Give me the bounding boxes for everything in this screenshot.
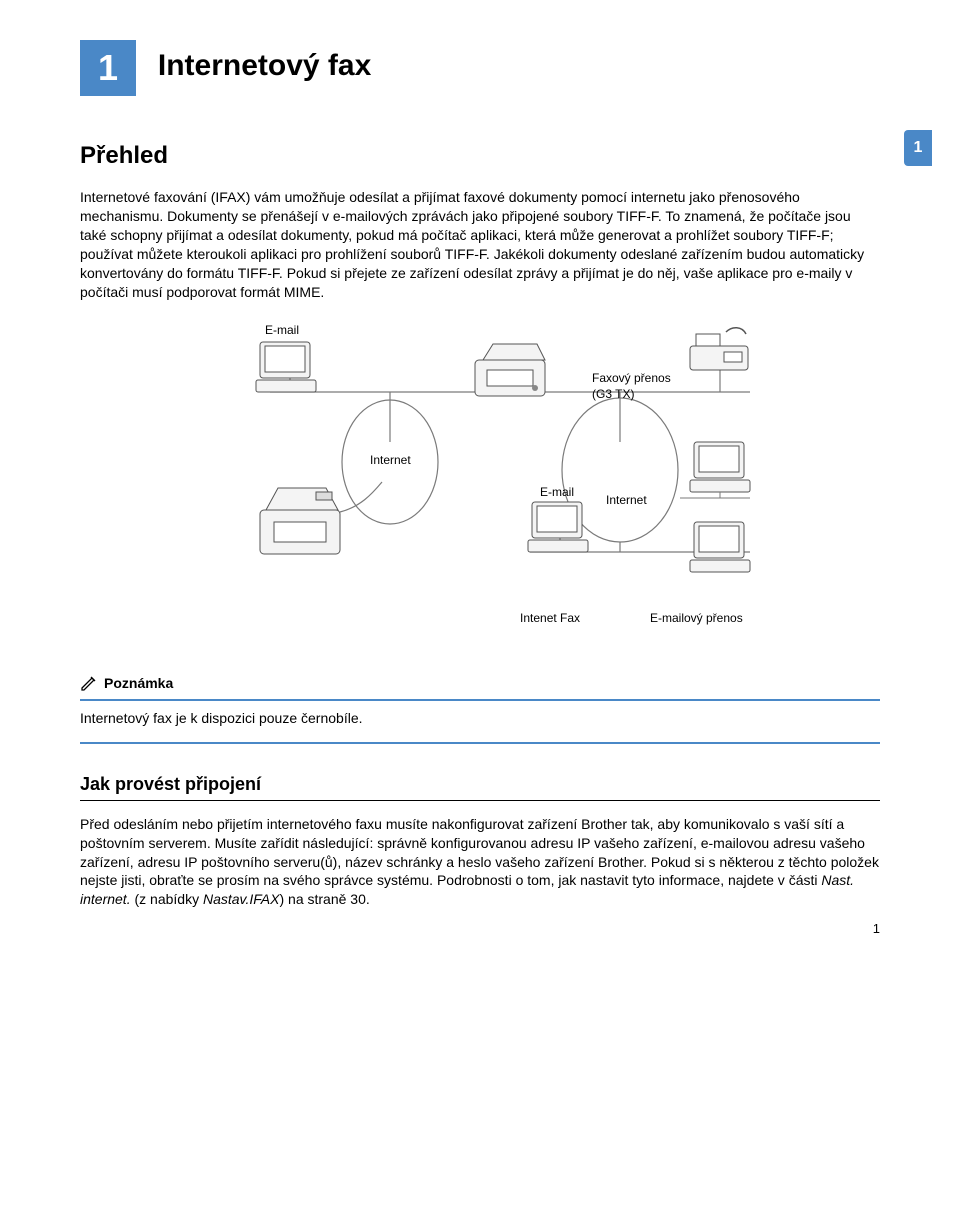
printer-icon <box>475 344 545 396</box>
fax-icon <box>690 327 748 369</box>
diagram-label-internet1: Internet <box>370 452 411 468</box>
diagram-label-email-transfer: E-mailový přenos <box>650 610 743 626</box>
chapter-number-box: 1 <box>80 40 136 96</box>
chapter-title: Internetový fax <box>158 46 371 87</box>
diagram-label-internet2: Internet <box>606 492 647 508</box>
page-number: 1 <box>873 920 880 938</box>
heading-rule <box>80 800 880 801</box>
overview-paragraph: Internetové faxování (IFAX) vám umožňuje… <box>80 188 880 301</box>
computer-icon <box>256 342 316 392</box>
diagram-label-email2: E-mail <box>540 484 574 500</box>
connection-text-1: Před odesláním nebo přijetím internetové… <box>80 816 879 889</box>
note-block: Poznámka Internetový fax je k dispozici … <box>80 674 880 744</box>
network-diagram: E-mail Faxový přenos (G3 TX) Internet E-… <box>160 322 800 662</box>
chapter-header: 1 Internetový fax <box>80 40 880 96</box>
connection-italic-2: Nastav.IFAX <box>203 891 280 907</box>
side-tab: 1 <box>904 130 932 166</box>
connection-text-3: ) na straně 30. <box>279 891 369 907</box>
diagram-label-fax-g3: Faxový přenos (G3 TX) <box>592 370 671 402</box>
diagram-label-intenet-fax: Intenet Fax <box>520 610 580 626</box>
pencil-icon <box>80 674 98 692</box>
connection-paragraph: Před odesláním nebo přijetím internetové… <box>80 815 880 909</box>
connection-heading: Jak provést připojení <box>80 772 880 796</box>
note-text: Internetový fax je k dispozici pouze čer… <box>80 709 880 738</box>
overview-heading: Přehled <box>80 140 880 172</box>
computer-icon <box>528 502 588 552</box>
note-label: Poznámka <box>104 674 173 693</box>
computer-icon <box>690 522 750 572</box>
mfp-icon <box>260 488 340 554</box>
note-heading: Poznámka <box>80 674 880 693</box>
connection-text-2: (z nabídky <box>131 891 203 907</box>
diagram-label-email: E-mail <box>265 322 299 338</box>
computer-icon <box>690 442 750 492</box>
